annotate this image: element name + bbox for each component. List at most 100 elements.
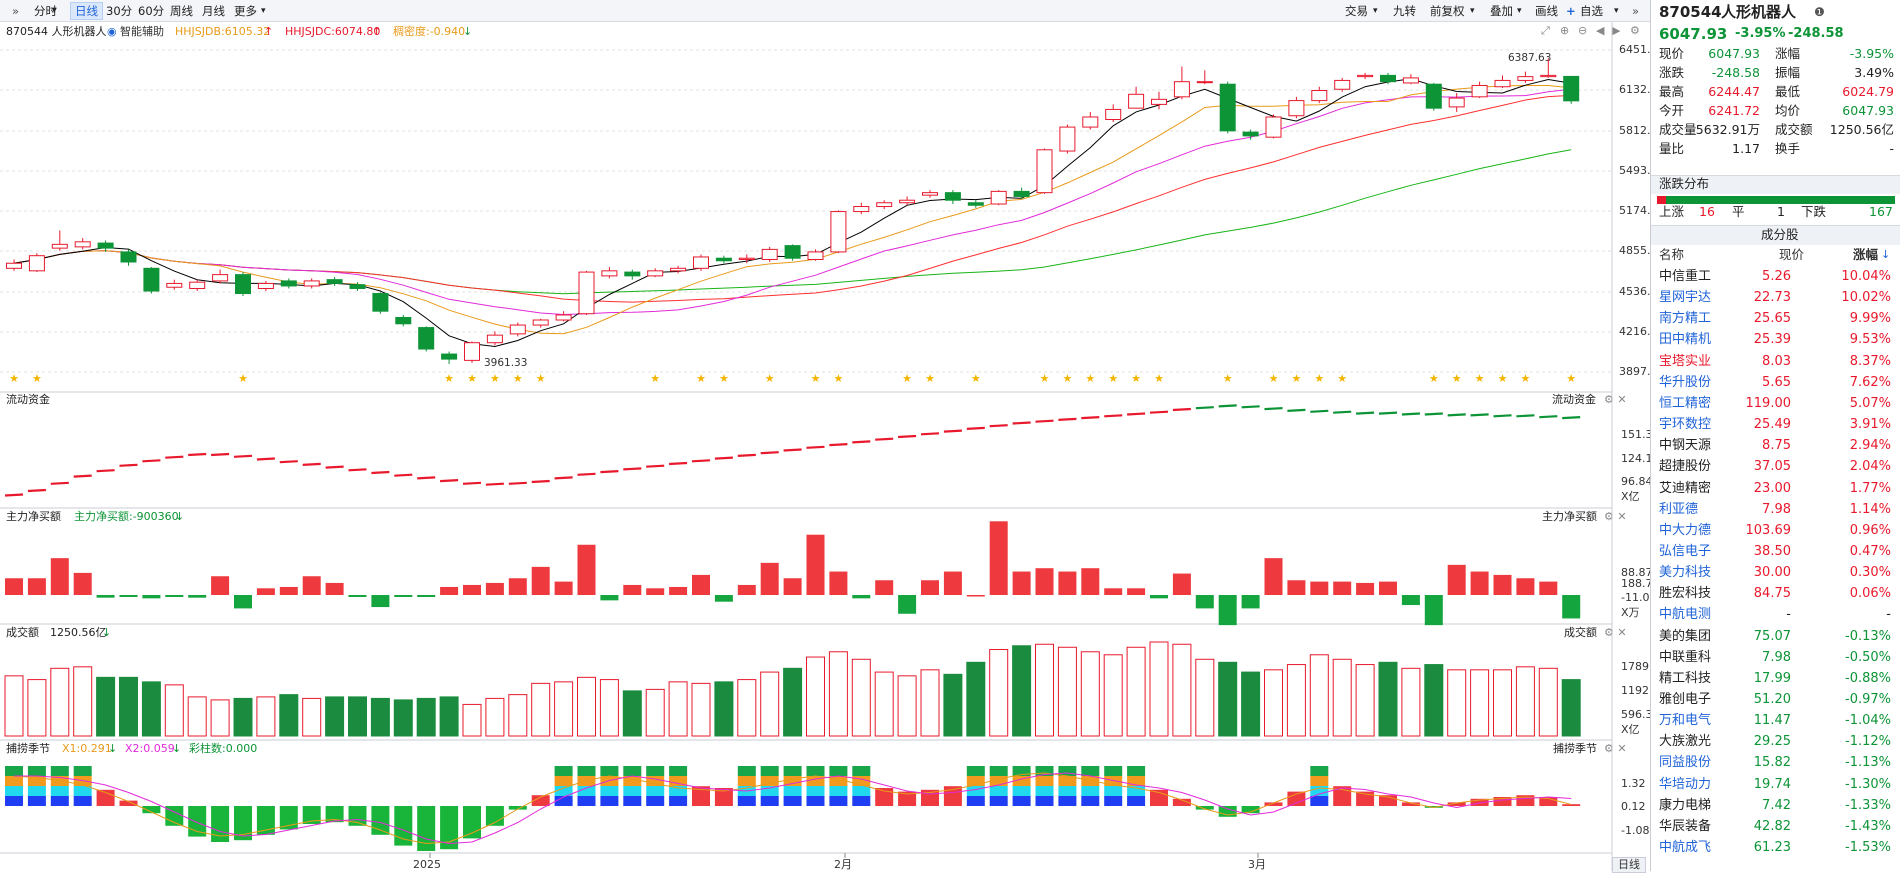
list-item[interactable]: 宝塔实业 8.03 8.37% [1651,351,1900,372]
stock-name: 美力科技 [1659,565,1712,581]
season-bar [1058,796,1077,806]
net-bar [302,576,321,595]
list-item[interactable]: 艾迪精密 23.00 1.77% [1651,478,1900,499]
vol-bar [348,696,367,737]
collapse-icon[interactable]: » [12,4,20,18]
overlay-button[interactable]: 叠加 [1490,4,1513,18]
list-item[interactable]: 精工科技 17.99 -0.88% [1651,668,1900,689]
stock-pct: 0.47% [1849,543,1891,559]
season-bar [279,806,298,830]
tab-daily[interactable]: 日线 [70,2,103,20]
list-item[interactable]: 大族激光 29.25 -1.12% [1651,731,1900,752]
gear-icon[interactable]: ⚙ ✕ [1604,742,1627,755]
unit-label: X亿 [1621,490,1640,503]
star-icon: ★ [1269,372,1279,385]
candle [784,245,801,259]
gear-icon[interactable]: ⚙ ✕ [1604,626,1627,639]
list-item[interactable]: 宇环数控 25.49 3.91% [1651,414,1900,435]
tab-30min[interactable]: 30分 [106,4,133,18]
candle [1036,149,1053,194]
trade-button[interactable]: 交易 [1345,4,1368,18]
settings-icon[interactable]: ⤢ [1541,24,1550,37]
quote-value: 1250.56亿 [1829,122,1894,137]
col-name[interactable]: 名称 [1659,247,1685,262]
list-item[interactable]: 美的集团 75.07 -0.13% [1651,626,1900,647]
list-item[interactable]: 中钢天源 8.75 2.94% [1651,435,1900,456]
scroll-left-icon[interactable]: ◀ [1596,24,1605,37]
list-item[interactable]: 同益股份 15.82 -1.13% [1651,752,1900,773]
list-item[interactable]: 万和电气 11.47 -1.04% [1651,710,1900,731]
gear-icon[interactable]: ⚙ ✕ [1604,393,1627,406]
stock-pct: 1.77% [1849,480,1891,496]
list-item[interactable]: 美力科技 30.00 0.30% [1651,562,1900,583]
list-item[interactable]: 中航电测 - - [1651,604,1900,625]
assist-icon[interactable]: ◉ [107,25,117,38]
adjust-button[interactable]: 前复权 [1430,4,1465,18]
assist-label[interactable]: 智能辅助 [120,25,164,38]
flow-mark [783,448,802,452]
expand-icon[interactable]: » [1632,4,1640,18]
list-item[interactable]: 弘信电子 38.50 0.47% [1651,541,1900,562]
list-item[interactable]: 中航成飞 61.23 -1.53% [1651,837,1900,858]
candle [1425,83,1442,109]
nine-turn-button[interactable]: 九转 [1393,4,1416,18]
quote-value: 6047.93 [1842,103,1894,118]
info-icon[interactable]: ❶ [1814,5,1825,19]
tick-label: 96.84 [1621,475,1653,488]
list-item[interactable]: 中联重科 7.98 -0.50% [1651,647,1900,668]
tab-more[interactable]: 更多 [234,4,257,18]
tab-weekly[interactable]: 周线 [170,4,193,18]
list-item[interactable]: 中信重工 5.26 10.04% [1651,266,1900,287]
list-item[interactable]: 胜宏科技 84.75 0.06% [1651,583,1900,604]
flow-mark [669,461,688,466]
net-bar [211,576,230,595]
stock-name: 中航电测 [1659,607,1712,623]
list-item[interactable]: 南方精工 25.65 9.99% [1651,308,1900,329]
col-pct[interactable]: 涨幅 [1853,247,1879,262]
season-bar [1310,796,1329,806]
flow-mark [1058,417,1077,421]
dist-up-count: 16 [1699,204,1715,219]
zoom-in-icon[interactable]: ⊕ [1560,24,1570,37]
flow-mark [1149,410,1169,414]
vol-bar [233,697,253,737]
flow-mark [142,459,161,463]
list-item[interactable]: 田中精机 25.39 9.53% [1651,329,1900,350]
vol-bar [760,671,780,737]
flow-title-right: 流动资金 [1552,393,1596,406]
season-bar [806,786,825,796]
net-bar [1356,582,1375,595]
chart-area[interactable]: ★ ★ ★ ★ ★ ★ ★ ★ ★ ★ ★ ★ ★ ★ ★ ★ ★ ★ ★ ★ ★ ★ ★ ★ ★ ★ ★ ★ ★ ★ ★ ★ ★ ★ [0,22,1650,871]
list-item[interactable]: 恒工精密 119.00 5.07% [1651,393,1900,414]
flow-mark [646,464,665,468]
list-item[interactable]: 超捷股份 37.05 2.04% [1651,456,1900,477]
candle [601,270,618,277]
draw-button[interactable]: 画线 [1535,4,1558,18]
list-item[interactable]: 华升股份 5.65 7.62% [1651,372,1900,393]
season-bar [1195,806,1214,810]
candle [876,202,893,208]
tab-timeshare[interactable]: 分时 [34,4,57,18]
col-price[interactable]: 现价 [1779,247,1805,262]
gear-icon[interactable]: ⚙ ✕ [1604,510,1627,523]
list-item[interactable]: 中大力德 103.69 0.96% [1651,520,1900,541]
list-item[interactable]: 华培动力 19.74 -1.30% [1651,774,1900,795]
scroll-right-icon[interactable]: ▶ [1612,24,1621,37]
list-item[interactable]: 雅创电子 51.20 -0.97% [1651,689,1900,710]
stock-price: 7.42 [1762,797,1791,813]
list-item[interactable]: 利亚德 7.98 1.14% [1651,499,1900,520]
zoom-out-icon[interactable]: ⊖ [1578,24,1588,37]
list-item[interactable]: 华辰装备 42.82 -1.43% [1651,816,1900,837]
sort-down-icon[interactable]: ↓ [1881,248,1891,261]
gear-icon[interactable]: ⚙ [1630,24,1640,37]
tab-monthly[interactable]: 月线 [202,4,225,18]
season-bar [760,776,779,786]
list-item[interactable]: 康力电梯 7.42 -1.33% [1651,795,1900,816]
plus-icon[interactable]: + [1566,4,1576,18]
tab-60min[interactable]: 60分 [138,4,165,18]
candle [647,270,664,277]
watchlist-button[interactable]: 自选 [1580,4,1603,18]
candle [944,192,961,201]
list-item[interactable]: 星网宇达 22.73 10.02% [1651,287,1900,308]
flow-mark [1378,411,1398,415]
